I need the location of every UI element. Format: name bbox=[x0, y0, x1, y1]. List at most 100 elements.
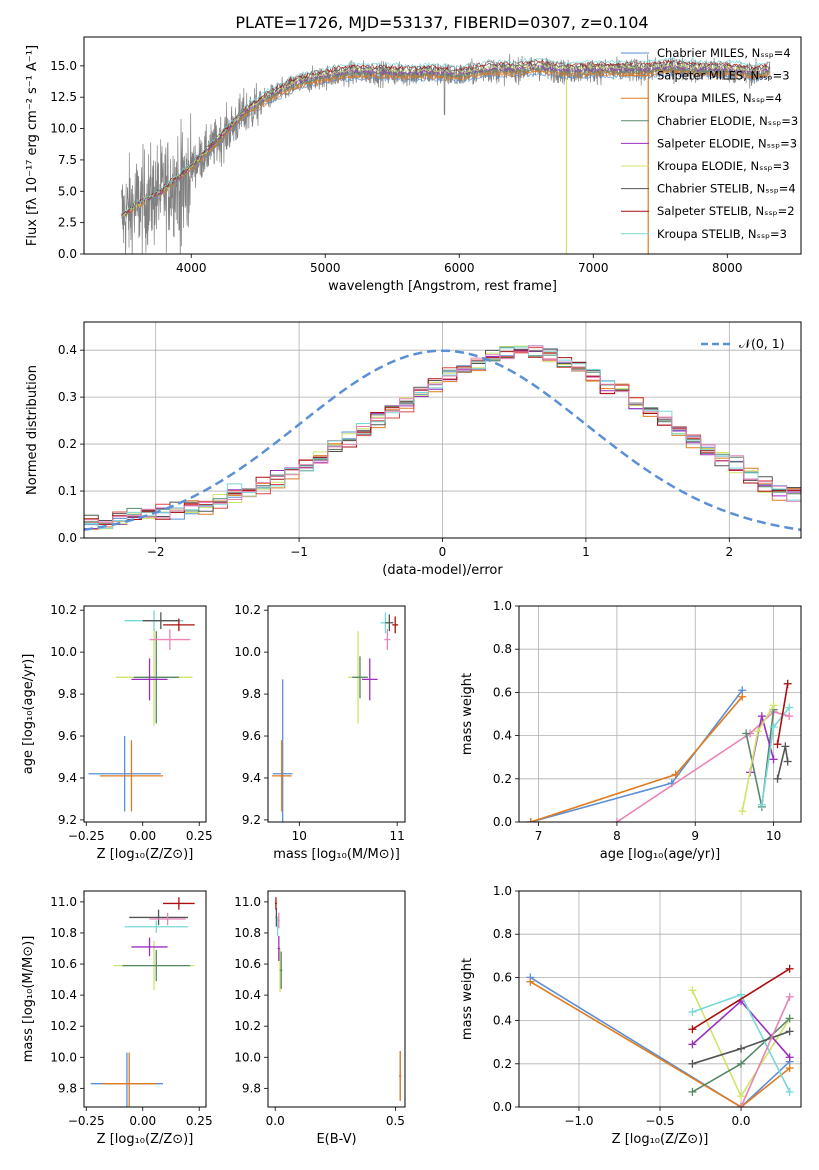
x-tick-label: 0 bbox=[439, 545, 447, 559]
y-tick-label: 2.5 bbox=[58, 216, 77, 230]
legend-entry: 𝒩(0, 1) bbox=[739, 336, 785, 351]
y-tick-label: 0.4 bbox=[58, 343, 77, 357]
y-tick-label: 0.0 bbox=[58, 247, 77, 261]
x-tick-label: 2 bbox=[725, 545, 733, 559]
x-axis-label: mass [log₁₀(M/M⊙)] bbox=[273, 847, 400, 862]
y-axis-label: mass weight bbox=[460, 673, 475, 755]
y-axis-label: mass weight bbox=[460, 958, 475, 1040]
weight-line-7 bbox=[691, 968, 791, 1030]
x-tick-label: 10 bbox=[292, 829, 307, 843]
x-tick-label: −2 bbox=[147, 545, 165, 559]
y-tick-label: 0.8 bbox=[493, 927, 512, 941]
x-tick-label: 4000 bbox=[176, 261, 207, 275]
y-tick-label: 0.0 bbox=[58, 531, 77, 545]
y-axis-label: mass [log₁₀(M/M⊙)] bbox=[21, 936, 36, 1063]
x-axis-label: E(B-V) bbox=[316, 1132, 356, 1147]
y-tick-label: 0.0 bbox=[493, 1100, 512, 1114]
figure-panels: 4000 5000 6000 7000 80000.02.55.07.510.012.5… bbox=[21, 36, 802, 1147]
x-tick-label: 0.00 bbox=[129, 1114, 156, 1128]
y-tick-label: 10.0 bbox=[50, 645, 77, 659]
axes-frame bbox=[83, 321, 802, 539]
y-tick-label: 9.8 bbox=[58, 1081, 77, 1095]
y-tick-label: 9.8 bbox=[242, 1081, 261, 1095]
legend-entry: Kroupa STELIB, Nₛₛₚ=3 bbox=[657, 227, 787, 241]
y-tick-label: 0.6 bbox=[493, 685, 512, 699]
y-axis-label: age [log₁₀(age/yr)] bbox=[21, 654, 36, 775]
y-tick-label: 10.8 bbox=[50, 926, 77, 940]
x-tick-label: 9 bbox=[691, 829, 699, 843]
axes-frame bbox=[83, 36, 802, 255]
y-tick-label: 11.0 bbox=[50, 895, 77, 909]
massweight-vs-Z-plot-area bbox=[526, 964, 794, 1107]
y-tick-label: 9.8 bbox=[58, 687, 77, 701]
y-tick-label: 0.2 bbox=[493, 1057, 512, 1071]
x-axis-label: Z [log₁₀(Z/Z⊙)] bbox=[97, 847, 194, 862]
weight-line-7 bbox=[776, 683, 789, 745]
mass-vs-EBV-panel: 0.0 0.5 9.8 10.0 10.2 10.4 10.6 10.8 11.0 E(B-V) bbox=[234, 890, 406, 1147]
axes-frame bbox=[267, 890, 406, 1108]
model-spectrum-5 bbox=[121, 62, 771, 218]
age-vs-Z-panel: −0.25 0.00 0.25 9.2 9.4 9.6 9.8 10.0 10.2 Z [log₁… bbox=[21, 603, 213, 862]
x-axis-label: wavelength [Angstrom, rest frame] bbox=[328, 279, 557, 294]
mass-vs-Z-panel: −0.25 0.00 0.25 9.8 10.0 10.2 10.4 10.6 10.8 11.0… bbox=[21, 890, 213, 1147]
y-tick-label: 0.2 bbox=[58, 437, 77, 451]
y-tick-label: 0.3 bbox=[58, 390, 77, 404]
y-tick-label: 0.6 bbox=[493, 970, 512, 984]
y-tick-label: 10.2 bbox=[234, 603, 261, 617]
y-tick-label: 0.0 bbox=[493, 815, 512, 829]
y-tick-label: 0.2 bbox=[493, 772, 512, 786]
x-tick-label: 7000 bbox=[578, 261, 609, 275]
residuals-plot-area bbox=[84, 345, 801, 532]
y-tick-label: 10.2 bbox=[50, 1019, 77, 1033]
spectrum-panel: 4000 5000 6000 7000 8000 0.0 2.5 5.0 7.5 10.0 12.5… bbox=[25, 36, 802, 294]
massweight-vs-age-plot-area bbox=[526, 679, 794, 822]
x-tick-label: 11 bbox=[390, 829, 405, 843]
axes-frame bbox=[83, 605, 207, 823]
x-tick-label: 10 bbox=[766, 829, 781, 843]
y-tick-label: 5.0 bbox=[58, 184, 77, 198]
legend-entry: Chabrier STELIB, Nₛₛₚ=4 bbox=[657, 182, 796, 196]
axes-frame bbox=[83, 890, 207, 1108]
model-spectrum-1 bbox=[121, 69, 771, 218]
figure-title: PLATE=1726, MJD=53137, FIBERID=0307, z=0… bbox=[235, 13, 648, 32]
legend-entry: Kroupa MILES, Nₛₛₚ=4 bbox=[657, 91, 782, 105]
x-tick-label: 8000 bbox=[712, 261, 743, 275]
residual-histogram-8 bbox=[84, 346, 801, 529]
weight-line-1 bbox=[529, 981, 791, 1107]
y-axis-label: Flux [fλ 10⁻¹⁷ erg cm⁻² s⁻¹ A⁻¹] bbox=[25, 45, 40, 246]
y-tick-label: 9.6 bbox=[242, 729, 261, 743]
x-tick-label: 0.0 bbox=[731, 1114, 750, 1128]
x-tick-label: 0.00 bbox=[129, 829, 156, 843]
mass-vs-EBV-plot-area bbox=[274, 897, 402, 1101]
y-tick-label: 0.1 bbox=[58, 484, 77, 498]
y-tick-label: 10.6 bbox=[50, 957, 77, 971]
y-tick-label: 10.0 bbox=[234, 645, 261, 659]
x-axis-label: Z [log₁₀(Z/Z⊙)] bbox=[612, 1132, 709, 1147]
weight-line-0 bbox=[529, 976, 791, 1107]
y-tick-label: 9.2 bbox=[58, 813, 77, 827]
y-tick-label: 1.0 bbox=[493, 599, 512, 613]
legend-entry: Chabrier MILES, Nₛₛₚ=4 bbox=[657, 46, 791, 60]
y-tick-label: 7.5 bbox=[58, 153, 77, 167]
x-tick-label: −1 bbox=[290, 545, 308, 559]
y-tick-label: 9.8 bbox=[242, 687, 261, 701]
x-axis-label: age [log₁₀(age/yr)] bbox=[600, 847, 721, 862]
mass-vs-Z-plot-area bbox=[90, 897, 195, 1107]
y-tick-label: 9.2 bbox=[242, 813, 261, 827]
y-tick-label: 10.0 bbox=[50, 122, 77, 136]
y-tick-label: 10.2 bbox=[50, 603, 77, 617]
model-spectrum-2 bbox=[121, 67, 771, 218]
weight-line-2 bbox=[616, 710, 790, 822]
y-tick-label: 9.6 bbox=[58, 729, 77, 743]
y-tick-label: 15.0 bbox=[50, 59, 77, 73]
y-tick-label: 10.0 bbox=[50, 1050, 77, 1064]
x-axis-label: Z [log₁₀(Z/Z⊙)] bbox=[97, 1132, 194, 1147]
x-tick-label: 0.25 bbox=[186, 1114, 213, 1128]
y-tick-label: 10.8 bbox=[234, 926, 261, 940]
x-tick-label: 6000 bbox=[444, 261, 475, 275]
y-tick-label: 9.4 bbox=[58, 771, 77, 785]
axes-frame bbox=[518, 890, 802, 1108]
legend-entry: Chabrier ELODIE, Nₛₛₚ=3 bbox=[657, 114, 798, 128]
legend-entry: Salpeter ELODIE, Nₛₛₚ=3 bbox=[657, 136, 797, 150]
y-tick-label: 0.8 bbox=[493, 642, 512, 656]
